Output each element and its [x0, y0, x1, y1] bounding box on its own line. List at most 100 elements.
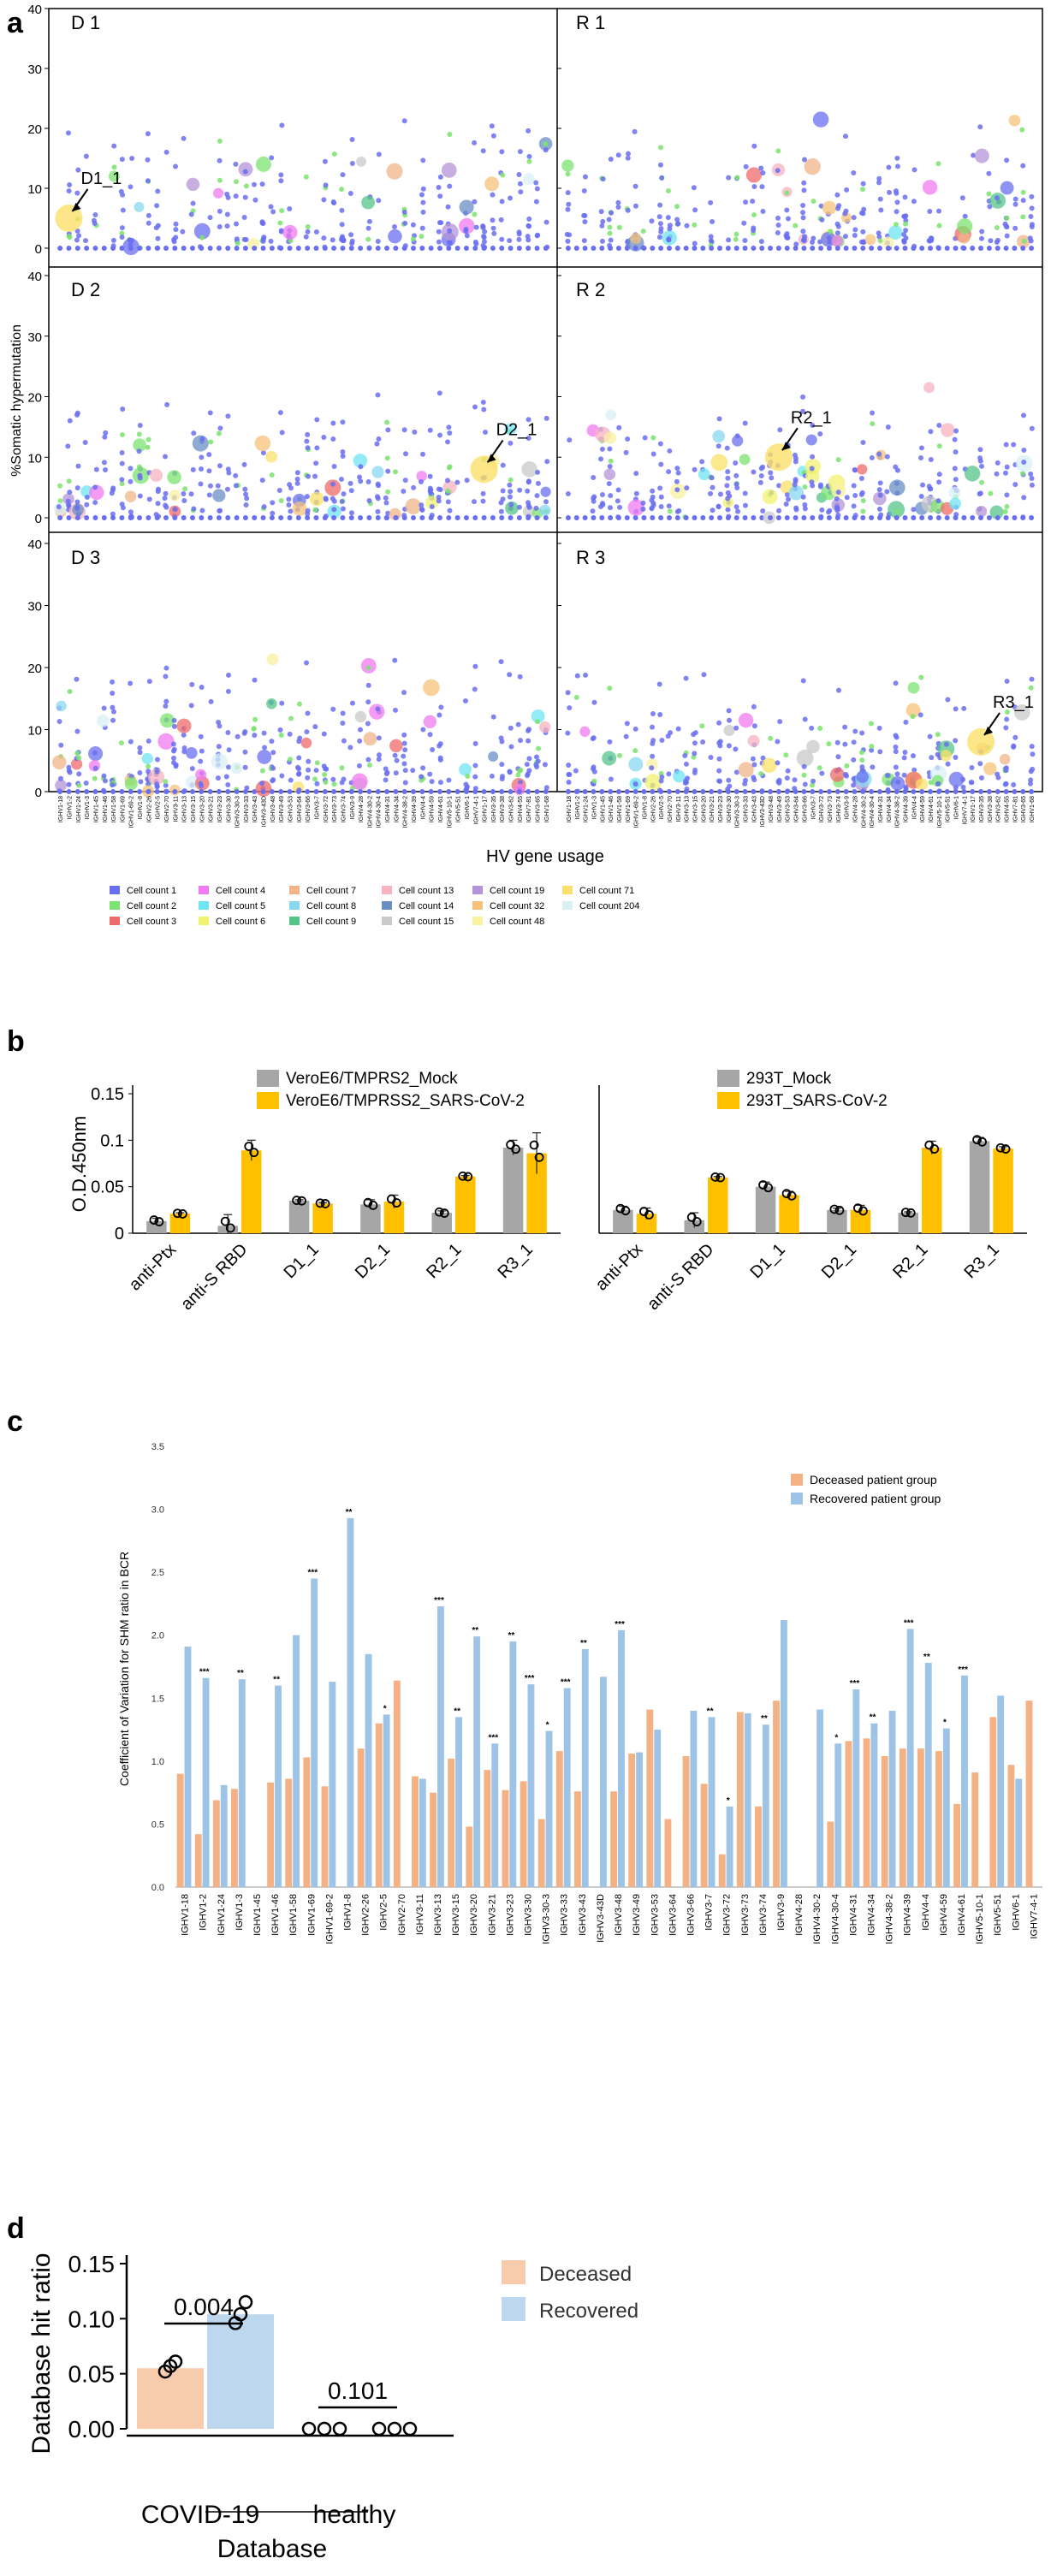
x-tick-label: IGHV2-5 — [379, 1894, 389, 1931]
data-point — [472, 789, 478, 794]
x-tick-label: IGHV1-18 — [181, 1894, 191, 1936]
legend-label: Cell count 48 — [490, 917, 544, 927]
data-point — [341, 491, 347, 497]
data-point — [507, 238, 513, 244]
x-tick-label: IGHV4-39 — [412, 796, 418, 822]
data-point — [313, 460, 319, 466]
x-tick-label: IGHV1-68 — [1030, 796, 1036, 822]
data-point — [877, 196, 883, 202]
data-point — [268, 204, 274, 210]
data-point — [894, 246, 900, 251]
legend-swatch — [199, 917, 209, 925]
x-tick-label: healthy — [313, 2501, 396, 2529]
data-point — [340, 172, 346, 178]
data-point — [429, 779, 435, 785]
data-point — [172, 507, 178, 513]
data-point — [66, 764, 72, 770]
data-point — [162, 496, 168, 502]
data-point — [978, 789, 984, 794]
data-point — [233, 483, 239, 489]
bar — [726, 1806, 733, 1887]
x-tick-label: IGHV3-49 — [777, 796, 783, 822]
data-point — [650, 502, 656, 508]
data-point — [420, 765, 426, 771]
data-point — [531, 709, 545, 723]
x-tick-label: IGHV3-11 — [415, 1894, 425, 1935]
y-tick-label: 3.0 — [151, 1505, 164, 1516]
data-point — [423, 715, 437, 728]
facet-title: D 1 — [71, 12, 100, 33]
data-point — [674, 217, 680, 223]
data-point — [384, 419, 390, 425]
data-point — [665, 187, 671, 193]
data-point — [155, 757, 161, 763]
data-point — [427, 473, 433, 479]
data-point — [573, 789, 579, 794]
data-point — [66, 515, 72, 520]
data-point — [445, 488, 451, 494]
x-tick-label: IGHV4-55 — [518, 796, 524, 822]
data-point — [217, 157, 223, 163]
data-point — [801, 246, 807, 251]
data-point — [84, 789, 90, 794]
data-point — [894, 199, 900, 205]
data-point — [607, 446, 613, 452]
data-point — [625, 207, 631, 213]
data-point — [994, 239, 1000, 245]
data-point — [650, 724, 656, 730]
data-point — [599, 223, 605, 229]
replicate-point — [900, 1208, 911, 1218]
data-point — [401, 690, 407, 696]
data-point — [163, 490, 169, 496]
data-point — [608, 776, 614, 782]
data-point — [260, 246, 266, 251]
x-tick-label: IGHV3-66 — [686, 1894, 696, 1936]
replicate-point — [292, 1196, 301, 1205]
data-point — [716, 720, 722, 726]
data-point — [137, 422, 143, 428]
data-point — [775, 223, 781, 229]
data-point — [92, 212, 98, 218]
x-tick-label: IGHV3-15 — [693, 796, 699, 822]
data-point — [516, 236, 522, 242]
legend-swatch — [110, 901, 120, 910]
data-point — [953, 706, 959, 712]
data-point — [265, 450, 277, 463]
data-point — [260, 236, 266, 242]
data-point — [57, 515, 63, 520]
data-point — [1004, 233, 1010, 239]
bar — [288, 1200, 310, 1233]
x-tick-label: IGHV5-10-1 — [975, 1894, 985, 1944]
x-tick-label: IGHV3-23 — [217, 796, 223, 822]
replicate-point — [173, 1208, 182, 1219]
data-point — [775, 739, 781, 745]
data-point — [312, 473, 318, 479]
data-point — [928, 457, 934, 463]
data-point — [526, 479, 531, 485]
data-point — [145, 220, 151, 226]
data-point — [305, 445, 311, 451]
data-point — [508, 195, 514, 201]
data-point — [163, 698, 169, 704]
data-point — [330, 436, 336, 442]
data-point — [1029, 193, 1035, 199]
bar — [484, 1770, 491, 1887]
data-point — [987, 204, 993, 210]
data-point — [809, 239, 815, 245]
data-point — [410, 236, 416, 242]
data-point — [1020, 413, 1026, 418]
data-point — [233, 161, 239, 167]
data-point — [852, 515, 858, 520]
data-point — [1012, 196, 1018, 202]
significance-mark: *** — [307, 1569, 318, 1578]
data-point — [445, 439, 451, 445]
data-point — [944, 246, 950, 251]
data-point — [330, 420, 336, 426]
data-point — [894, 789, 900, 794]
bar — [898, 1213, 918, 1233]
data-point — [322, 789, 328, 794]
data-point — [1030, 766, 1036, 772]
y-tick-label: 10 — [27, 724, 42, 739]
data-point — [793, 507, 799, 513]
bar — [755, 1806, 762, 1887]
